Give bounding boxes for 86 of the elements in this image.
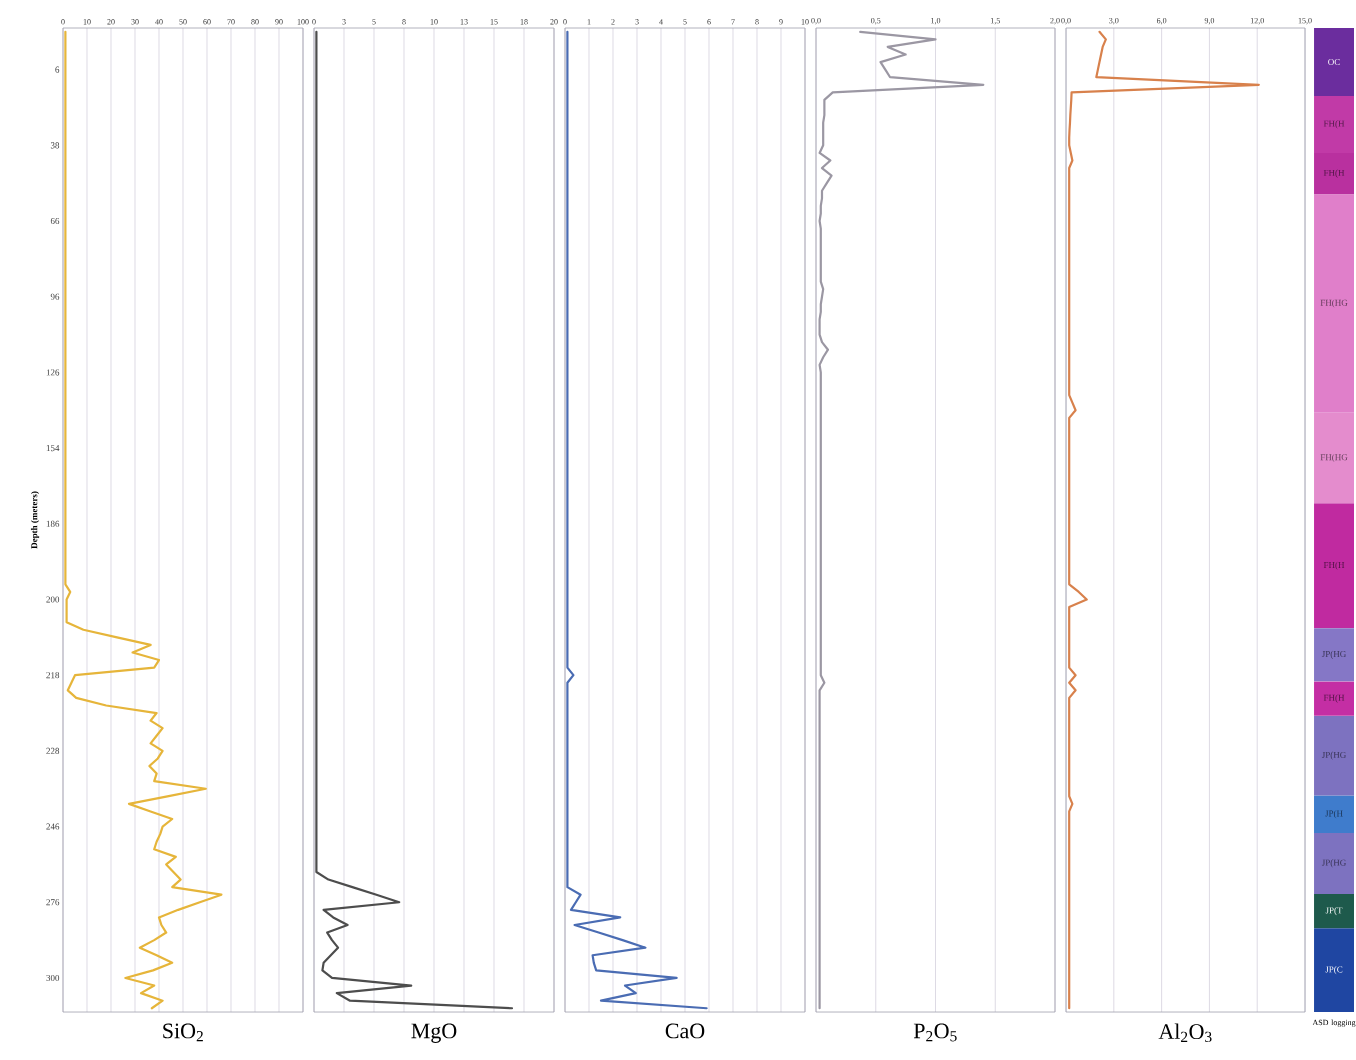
series-label: FH(HG	[1320, 453, 1348, 463]
x-tick-label: 10	[83, 19, 91, 25]
x-tick-label: 1	[587, 19, 591, 25]
x-tick-label: 40	[155, 19, 163, 25]
x-tick-label: 8	[755, 19, 759, 25]
y-tick-label: 300	[46, 974, 60, 982]
x-tick-label: 1,0	[931, 17, 941, 25]
y-tick-label: 38	[50, 142, 60, 149]
bar	[1314, 795, 1355, 833]
x-tick-label: 0	[312, 19, 316, 25]
x-tick-label: 5	[683, 19, 687, 25]
series-label: OC	[1328, 58, 1340, 65]
bar	[1314, 412, 1355, 504]
bar	[1314, 832, 1355, 894]
x-tick-label: 8	[402, 19, 406, 25]
x-axis-title: Al$_{2}$O$_{3}$	[1158, 1023, 1212, 1043]
x-tick-label: 2,0	[1050, 17, 1060, 25]
y-tick-label: 96	[50, 293, 60, 300]
x-tick-label: 9	[779, 19, 783, 25]
y-tick-label: 276	[46, 899, 60, 906]
series-label: JP(H	[1325, 810, 1343, 819]
x-tick-label: 15,0	[1298, 17, 1312, 25]
x-tick-label: 50	[179, 19, 187, 25]
series-label: JP(T	[1325, 907, 1343, 916]
x-tick-label: 0	[61, 19, 65, 25]
x-tick-label: 9,0	[1204, 17, 1215, 25]
x-tick-label: 80	[251, 19, 259, 25]
x-tick-label: 10	[801, 19, 809, 25]
x-axis-title: SiO$_{2}$	[163, 1023, 203, 1042]
x-tick-label: 4	[659, 19, 663, 25]
x-tick-label: 20	[107, 19, 115, 25]
x-tick-label: 18	[520, 19, 528, 25]
x-tick-label: 6,0	[1156, 17, 1167, 25]
x-tick-label: 5	[372, 19, 376, 25]
x-tick-label: 3	[635, 19, 639, 25]
y-tick-label: 200	[46, 596, 60, 603]
bar	[1314, 928, 1355, 1013]
series-label: JP(HG	[1321, 859, 1346, 868]
x-axis-title: MgO	[411, 1023, 457, 1043]
y-tick-label: 246	[46, 823, 60, 830]
x-axis-title: CaO	[665, 1023, 705, 1039]
x-tick-label: 0,0	[1061, 17, 1071, 25]
bar	[1314, 194, 1355, 413]
y-tick-label: 228	[46, 747, 60, 754]
bar	[1314, 628, 1355, 682]
x-tick-label: 20	[550, 19, 558, 25]
x-tick-label: 6	[707, 19, 711, 25]
x-tick-label: 12,0	[1250, 17, 1264, 25]
bar	[1314, 503, 1355, 629]
x-tick-label: 2	[611, 19, 615, 25]
x-tick-label: 10	[430, 19, 438, 25]
x-tick-label: 3,0	[1109, 17, 1119, 25]
x-tick-label: 1,5	[990, 17, 1000, 25]
x-tick-label: 90	[275, 19, 283, 25]
x-tick-label: 7	[731, 19, 735, 25]
bar	[1314, 681, 1355, 716]
y-tick-label: 66	[50, 218, 60, 225]
x-tick-label: 15	[490, 19, 498, 25]
x-tick-label: 3	[342, 19, 346, 25]
x-tick-label: 0,0	[811, 17, 821, 25]
x-axis-title: ASD logging	[1312, 1019, 1356, 1027]
x-tick-label: 13	[460, 19, 468, 25]
x-tick-label: 60	[203, 19, 211, 25]
x-tick-label: 100	[297, 19, 309, 25]
y-axis-title: Depth (meters)	[30, 491, 40, 549]
bar	[1314, 28, 1355, 96]
series-label: JP(HG	[1321, 751, 1346, 760]
y-tick-label: 6	[55, 66, 60, 73]
series-label: FH(HG	[1320, 299, 1348, 308]
bar	[1314, 893, 1355, 929]
x-tick-label: 30	[131, 19, 139, 25]
series-label: FH(H	[1323, 694, 1345, 703]
y-tick-label: 126	[46, 369, 60, 376]
y-tick-label: 154	[46, 445, 60, 452]
bar	[1314, 715, 1355, 796]
series-label: FH(H	[1323, 120, 1345, 129]
x-axis-title: P$_{2}$O$_{5}$	[913, 1023, 957, 1042]
series-label: JP(C	[1325, 966, 1343, 975]
x-tick-label: 0	[563, 19, 567, 25]
y-tick-label: 218	[46, 672, 60, 679]
x-tick-label: 0,5	[871, 17, 881, 25]
x-tick-label: 70	[227, 19, 235, 25]
series-label: FH(H	[1323, 169, 1345, 178]
y-tick-label: 186	[46, 520, 60, 527]
series-label: FH(H	[1323, 561, 1345, 570]
series-label: JP(HG	[1321, 650, 1346, 659]
